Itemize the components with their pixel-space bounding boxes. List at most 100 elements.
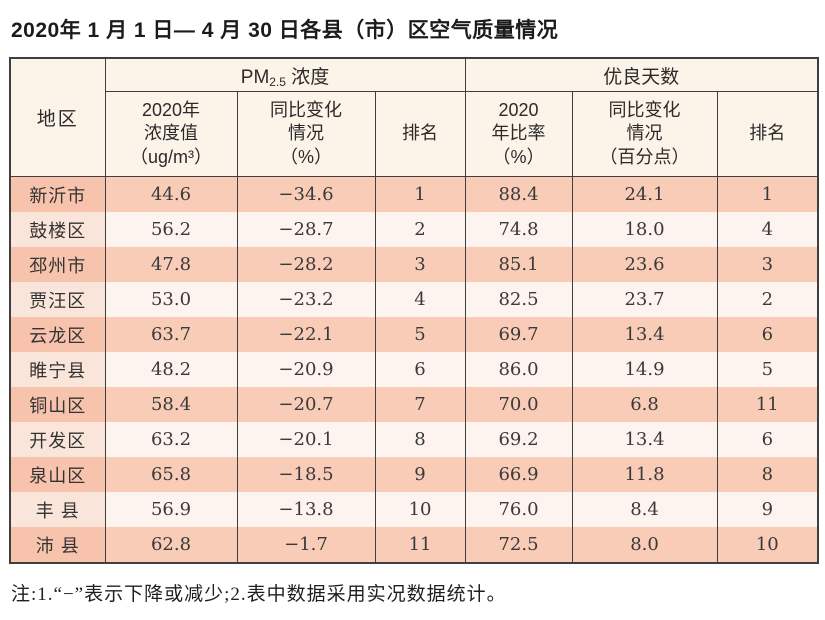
cell-pm_rank: 2: [374, 212, 466, 247]
cell-pm_change: −20.7: [236, 387, 376, 422]
cell-pm_rank: 5: [374, 317, 466, 352]
table-body: 新沂市 44.6 −34.6 1 88.4 24.1 1 鼓楼区 56.2 −28.7 2 74.8 1…: [9, 176, 819, 563]
header-good-rate: 2020 年比率 （%）: [464, 91, 573, 177]
cell-pm_value: 48.2: [104, 352, 238, 387]
cell-good_rate: 74.8: [464, 212, 573, 247]
cell-pm_rank: 1: [374, 176, 466, 212]
header-region: 地区: [9, 58, 106, 177]
header-good-days-group: 优良天数: [464, 58, 819, 92]
cell-good_rank: 4: [716, 212, 819, 247]
cell-pm_change: −20.9: [236, 352, 376, 387]
cell-region: 新沂市: [9, 176, 106, 212]
cell-region: 开发区: [9, 422, 106, 457]
cell-good_rate: 69.7: [464, 317, 573, 352]
cell-region: 泉山区: [9, 457, 106, 492]
table-row: 新沂市 44.6 −34.6 1 88.4 24.1 1: [9, 176, 819, 212]
table-row: 沛 县 62.8 −1.7 11 72.5 8.0 10: [9, 527, 819, 563]
table-row: 睢宁县 48.2 −20.9 6 86.0 14.9 5: [9, 352, 819, 387]
table-row: 开发区 63.2 −20.1 8 69.2 13.4 6: [9, 422, 819, 457]
cell-good_rate: 86.0: [464, 352, 573, 387]
cell-pm_value: 63.7: [104, 317, 238, 352]
cell-good_rank: 2: [716, 282, 819, 317]
cell-good_rate: 76.0: [464, 492, 573, 527]
cell-good_rate: 69.2: [464, 422, 573, 457]
cell-pm_change: −23.2: [236, 282, 376, 317]
table-row: 云龙区 63.7 −22.1 5 69.7 13.4 6: [9, 317, 819, 352]
cell-good_rank: 8: [716, 457, 819, 492]
cell-pm_change: −28.7: [236, 212, 376, 247]
cell-good_change: 13.4: [571, 317, 718, 352]
table-row: 铜山区 58.4 −20.7 7 70.0 6.8 11: [9, 387, 819, 422]
table-row: 邳州市 47.8 −28.2 3 85.1 23.6 3: [9, 247, 819, 282]
pm25-label: PM: [240, 66, 270, 88]
cell-good_rank: 1: [716, 176, 819, 212]
pm25-subscript: 2.5: [269, 74, 286, 89]
cell-good_change: 13.4: [571, 422, 718, 457]
cell-pm_change: −22.1: [236, 317, 376, 352]
table-row: 丰 县 56.9 −13.8 10 76.0 8.4 9: [9, 492, 819, 527]
cell-good_change: 11.8: [571, 457, 718, 492]
header-pm25-group: PM2.5 浓度: [104, 58, 466, 92]
cell-pm_value: 62.8: [104, 527, 238, 563]
page-title: 2020年 1 月 1 日— 4 月 30 日各县（市）区空气质量情况: [11, 19, 559, 42]
header-pm-change: 同比变化 情况 （%）: [236, 91, 376, 177]
cell-pm_value: 56.9: [104, 492, 238, 527]
cell-pm_rank: 9: [374, 457, 466, 492]
cell-pm_rank: 8: [374, 422, 466, 457]
cell-good_rank: 10: [716, 527, 819, 563]
cell-good_change: 8.4: [571, 492, 718, 527]
cell-good_change: 24.1: [571, 176, 718, 212]
footnote: 注:1.“−”表示下降或减少;2.表中数据采用实况数据统计。: [11, 584, 507, 605]
cell-pm_rank: 11: [374, 527, 466, 563]
cell-good_rank: 3: [716, 247, 819, 282]
cell-region: 沛 县: [9, 527, 106, 563]
cell-good_rank: 5: [716, 352, 819, 387]
cell-good_change: 6.8: [571, 387, 718, 422]
header-sub-row: 2020年 浓度值 （ug/m³） 同比变化 情况 （%） 排名 2020 年比…: [10, 91, 819, 177]
cell-good_rank: 9: [716, 492, 819, 527]
cell-pm_value: 65.8: [104, 457, 238, 492]
table-row: 泉山区 65.8 −18.5 9 66.9 11.8 8: [9, 457, 819, 492]
header-pm-rank: 排名: [374, 91, 466, 177]
header-group-row: 地区 PM2.5 浓度 优良天数: [9, 58, 819, 177]
cell-region: 邳州市: [9, 247, 106, 282]
cell-region: 铜山区: [9, 387, 106, 422]
cell-pm_rank: 7: [374, 387, 466, 422]
cell-good_rate: 70.0: [464, 387, 573, 422]
cell-region: 鼓楼区: [9, 212, 106, 247]
cell-good_rank: 11: [716, 387, 819, 422]
cell-pm_value: 47.8: [104, 247, 238, 282]
cell-good_rate: 82.5: [464, 282, 573, 317]
pm25-suffix: 浓度: [285, 66, 330, 88]
cell-region: 睢宁县: [9, 352, 106, 387]
cell-pm_change: −28.2: [236, 247, 376, 282]
table-row: 贾汪区 53.0 −23.2 4 82.5 23.7 2: [9, 282, 819, 317]
cell-region: 贾汪区: [9, 282, 106, 317]
cell-good_change: 8.0: [571, 527, 718, 563]
cell-good_change: 14.9: [571, 352, 718, 387]
cell-pm_value: 53.0: [104, 282, 238, 317]
cell-pm_value: 58.4: [104, 387, 238, 422]
header-good-rank: 排名: [716, 91, 819, 177]
header-good-change: 同比变化 情况 （百分点）: [571, 91, 718, 177]
cell-good_rank: 6: [716, 317, 819, 352]
cell-pm_change: −1.7: [236, 527, 376, 563]
cell-region: 云龙区: [9, 317, 106, 352]
cell-pm_rank: 10: [374, 492, 466, 527]
cell-good_rate: 72.5: [464, 527, 573, 563]
cell-good_change: 23.7: [571, 282, 718, 317]
cell-good_rank: 6: [716, 422, 819, 457]
cell-pm_rank: 6: [374, 352, 466, 387]
cell-pm_rank: 3: [374, 247, 466, 282]
header-pm-value: 2020年 浓度值 （ug/m³）: [104, 91, 238, 177]
cell-pm_value: 63.2: [104, 422, 238, 457]
cell-pm_value: 56.2: [104, 212, 238, 247]
cell-region: 丰 县: [9, 492, 106, 527]
cell-pm_change: −18.5: [236, 457, 376, 492]
air-quality-table: 地区 PM2.5 浓度 优良天数 2020年 浓度值 （ug/m³） 同比变化 …: [9, 57, 820, 564]
cell-good_change: 23.6: [571, 247, 718, 282]
cell-good_change: 18.0: [571, 212, 718, 247]
cell-good_rate: 66.9: [464, 457, 573, 492]
cell-pm_rank: 4: [374, 282, 466, 317]
